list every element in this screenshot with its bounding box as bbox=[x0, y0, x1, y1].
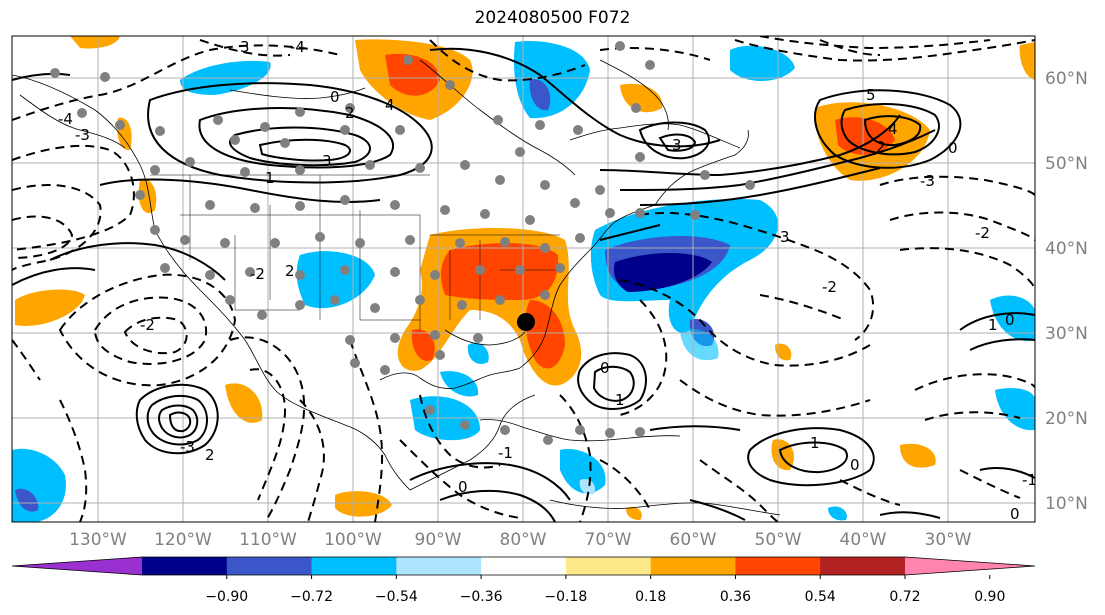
contour-label: -3 bbox=[75, 126, 90, 144]
contour-label: 1 bbox=[810, 434, 820, 452]
colorbar bbox=[11, 556, 1036, 576]
contour-label: -2 bbox=[250, 265, 265, 283]
colorbar-bin bbox=[311, 557, 397, 575]
contour-label: 2 bbox=[205, 446, 215, 464]
contour-label: -2 bbox=[140, 316, 155, 334]
lon-label: 120°W bbox=[154, 530, 212, 550]
contour-label: -3 bbox=[180, 438, 195, 456]
colorbar-bin bbox=[396, 557, 482, 575]
contour-label: 0 bbox=[330, 88, 340, 106]
lat-label: 50°N bbox=[1045, 154, 1088, 174]
contour-label: 3 bbox=[322, 152, 332, 170]
station-dots bbox=[50, 41, 755, 445]
map-frame bbox=[11, 35, 1036, 523]
contour-label: -1 bbox=[498, 444, 513, 462]
colorbar-bin bbox=[226, 557, 313, 575]
contour-label: -4 bbox=[58, 110, 73, 128]
contour-label: 0 bbox=[850, 456, 860, 474]
contour-label: 0 bbox=[458, 478, 468, 496]
contour-label: 5 bbox=[866, 86, 876, 104]
contour-label: 0 bbox=[1005, 311, 1015, 329]
longitude-labels: 130°W 120°W 110°W 100°W 90°W 80°W 70°W 6… bbox=[69, 530, 972, 550]
graticule bbox=[12, 36, 1035, 522]
colorbar-bin bbox=[565, 557, 652, 575]
contour-label: -4 bbox=[290, 38, 305, 56]
colorbar-tick-label: 0.90 bbox=[974, 589, 1005, 605]
contour-label: -2 bbox=[975, 224, 990, 242]
colorbar-tick-label: −0.18 bbox=[544, 589, 587, 605]
contour-label: -2 bbox=[822, 278, 837, 296]
colorbar-ticks: −0.90 −0.72 −0.54 −0.36 −0.18 0.18 0.36 0.54 0.7… bbox=[205, 575, 1005, 605]
contour-label: 0 bbox=[948, 139, 958, 157]
colorbar-bin bbox=[820, 557, 906, 575]
lat-label: 30°N bbox=[1045, 324, 1088, 344]
lon-label: 60°W bbox=[670, 530, 717, 550]
colorbar-tick-label: 0.18 bbox=[635, 589, 666, 605]
colorbar-tick-label: −0.36 bbox=[460, 589, 503, 605]
state-borders bbox=[150, 174, 560, 330]
contours-negative bbox=[12, 36, 1035, 522]
contour-label: 1 bbox=[265, 169, 275, 187]
colorbar-bin bbox=[142, 557, 228, 575]
latitude-labels: 60°N 50°N 40°N 30°N 20°N 10°N bbox=[1045, 69, 1088, 514]
lat-label: 10°N bbox=[1045, 494, 1088, 514]
colorbar-tick-label: 0.72 bbox=[889, 589, 920, 605]
colorbar-outline bbox=[11, 556, 1036, 576]
colorbar-tick-label: 0.36 bbox=[720, 589, 751, 605]
contour-label: 0 bbox=[1010, 505, 1020, 523]
contours-positive bbox=[12, 47, 1035, 522]
lon-label: 50°W bbox=[755, 530, 802, 550]
contour-label: 0 bbox=[600, 359, 610, 377]
lat-label: 60°N bbox=[1045, 69, 1088, 89]
contour-label: 3 bbox=[780, 228, 790, 246]
contour-label: 3 bbox=[240, 38, 250, 56]
lat-label: 20°N bbox=[1045, 409, 1088, 429]
contour-label: -1 bbox=[1022, 471, 1037, 489]
colorbar-bin bbox=[481, 557, 567, 575]
lat-label: 40°N bbox=[1045, 239, 1088, 259]
colorbar-tick-label: −0.54 bbox=[375, 589, 418, 605]
contour-label: 4 bbox=[385, 96, 395, 114]
contour-label: -3 bbox=[920, 172, 935, 190]
colorbar-bin bbox=[735, 557, 821, 575]
contour-label: 2 bbox=[285, 262, 295, 280]
anomaly-shading bbox=[12, 36, 1035, 522]
colorbar-extend-min bbox=[12, 557, 142, 575]
contour-label: 1 bbox=[615, 391, 625, 409]
lon-label: 70°W bbox=[585, 530, 632, 550]
contour-label: 2 bbox=[876, 138, 886, 156]
contour-label: 1 bbox=[988, 316, 998, 334]
lon-label: 110°W bbox=[239, 530, 297, 550]
lon-label: 90°W bbox=[415, 530, 462, 550]
colorbar-tick-label: 0.54 bbox=[805, 589, 836, 605]
storm-center-marker bbox=[517, 313, 535, 331]
colorbar-tick-label: −0.90 bbox=[205, 589, 248, 605]
colorbar-bin bbox=[650, 557, 736, 575]
contour-label: 4 bbox=[888, 120, 898, 138]
contour-label: 2 bbox=[345, 104, 355, 122]
colorbar-tick-label: −0.72 bbox=[290, 589, 333, 605]
contour-label: 3 bbox=[672, 136, 682, 154]
lon-label: 30°W bbox=[925, 530, 972, 550]
lon-label: 130°W bbox=[69, 530, 127, 550]
colorbar-extend-max bbox=[905, 557, 1035, 575]
lon-label: 40°W bbox=[840, 530, 887, 550]
lon-label: 100°W bbox=[324, 530, 382, 550]
lon-label: 80°W bbox=[500, 530, 547, 550]
map-title: 2024080500 F072 bbox=[474, 8, 631, 28]
